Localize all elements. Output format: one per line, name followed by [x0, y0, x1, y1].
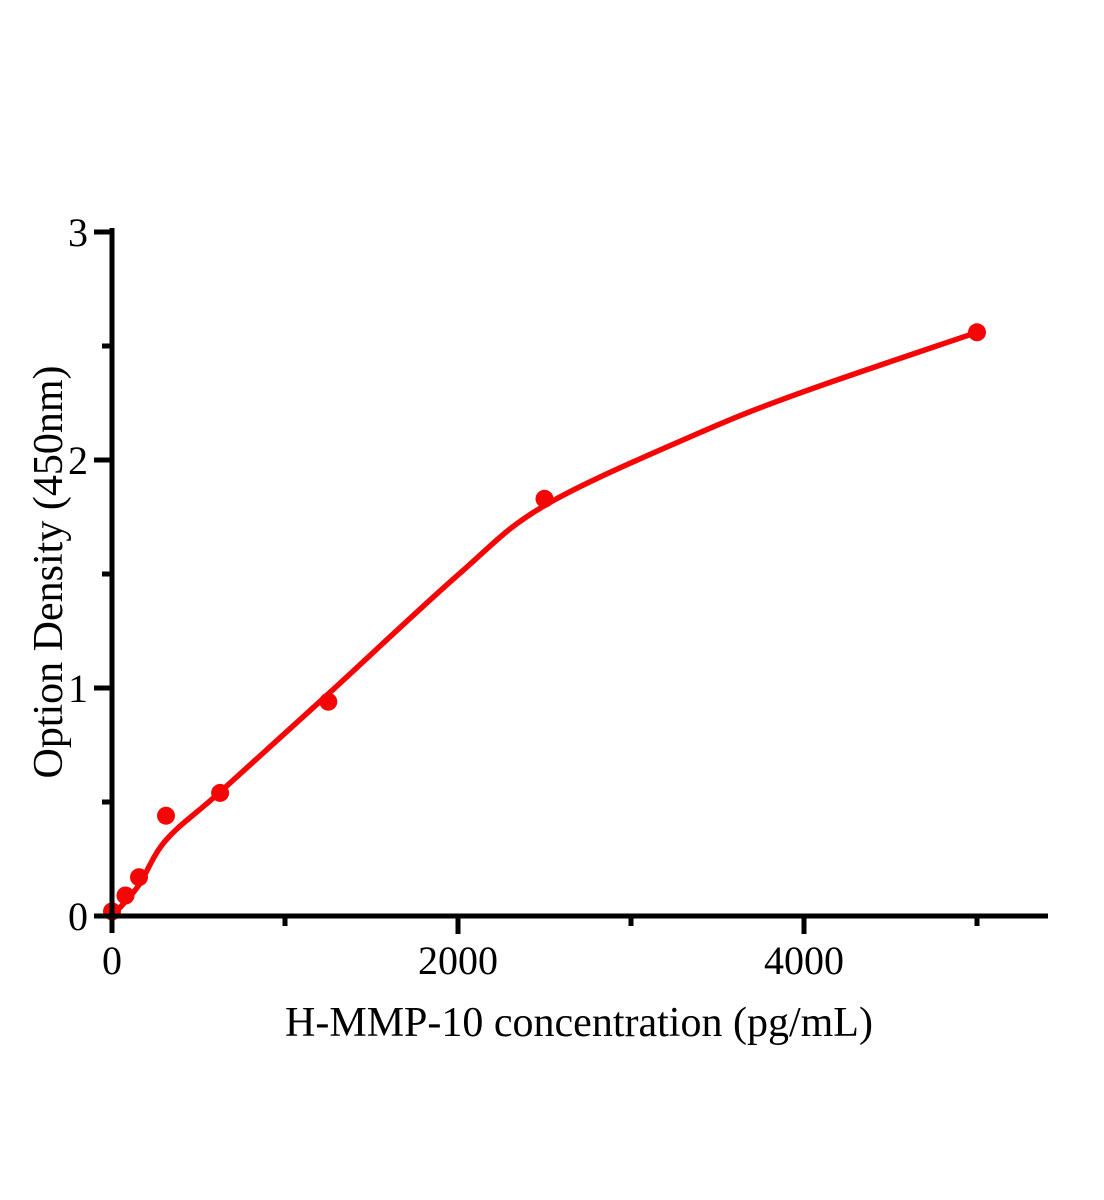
- data-point: [157, 806, 175, 825]
- y-tick-label: 0: [68, 894, 88, 939]
- data-point: [968, 323, 986, 342]
- y-tick-label: 1: [68, 666, 88, 711]
- x-tick-label: 4000: [764, 938, 844, 983]
- data-point: [130, 868, 148, 887]
- y-tick-label: 3: [68, 210, 88, 255]
- data-point: [116, 886, 135, 905]
- fit-curve: [109, 329, 980, 919]
- x-axis-title: H-MMP-10 concentration (pg/mL): [285, 1000, 873, 1046]
- x-tick-label: 2000: [418, 938, 498, 983]
- data-point: [211, 783, 230, 802]
- data-point: [535, 489, 554, 508]
- y-tick-label: 2: [68, 438, 88, 483]
- y-axis-title: Option Density (450nm): [26, 366, 72, 779]
- x-tick-label: 0: [102, 938, 122, 983]
- data-point: [319, 692, 338, 711]
